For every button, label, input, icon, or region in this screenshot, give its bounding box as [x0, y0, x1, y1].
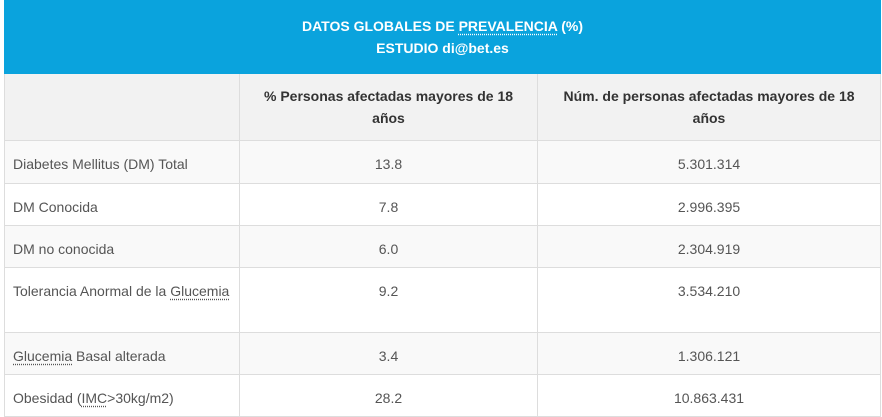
- prevalencia-abbr[interactable]: PREVALENCIA: [458, 18, 558, 34]
- table-row: Glucemia Basal alterada 3.4 1.306.121: [4, 332, 882, 375]
- title-line-1: DATOS GLOBALES DE PREVALENCIA (%): [5, 15, 880, 37]
- row-count: 5.301.314: [536, 140, 882, 184]
- row-percent: 3.4: [239, 332, 538, 375]
- row-label: DM no conocida: [4, 225, 240, 268]
- row-count: 3.534.210: [536, 267, 882, 333]
- table-row: DM Conocida 7.8 2.996.395: [4, 183, 882, 226]
- column-header-row: % Personas afectadas mayores de 18 años …: [4, 73, 882, 141]
- table-row: Tolerancia Anormal de la Glucemia 9.2 3.…: [4, 267, 882, 333]
- row-count: 2.304.919: [536, 225, 882, 268]
- row-percent: 9.2: [239, 267, 538, 333]
- row-label: DM Conocida: [4, 183, 240, 226]
- row-label-text: Basal alterada: [72, 348, 166, 364]
- title-row: DATOS GLOBALES DE PREVALENCIA (%) ESTUDI…: [3, 0, 882, 74]
- table-row: DM no conocida 6.0 2.304.919: [4, 225, 882, 268]
- row-percent: 28.2: [239, 374, 538, 417]
- row-label-text: Obesidad (: [13, 390, 82, 406]
- row-percent: 6.0: [239, 225, 538, 268]
- row-label-text: Tolerancia Anormal de la: [13, 283, 171, 299]
- prevalence-table: DATOS GLOBALES DE PREVALENCIA (%) ESTUDI…: [3, 0, 882, 417]
- title-prefix: DATOS GLOBALES DE: [301, 18, 459, 34]
- row-label: Obesidad (IMC>30kg/m2): [4, 374, 240, 417]
- prevalence-table-container: DATOS GLOBALES DE PREVALENCIA (%) ESTUDI…: [3, 0, 882, 417]
- row-count: 2.996.395: [536, 183, 882, 226]
- row-percent: 13.8: [239, 140, 538, 184]
- title-line-2: ESTUDIO di@bet.es: [376, 40, 509, 56]
- table-row: Obesidad (IMC>30kg/m2) 28.2 10.863.431: [4, 374, 882, 417]
- title-suffix: (%): [557, 18, 584, 34]
- row-label: Diabetes Mellitus (DM) Total: [4, 140, 240, 184]
- row-percent: 7.8: [239, 183, 538, 226]
- row-count: 10.863.431: [536, 374, 882, 417]
- column-header-count: Núm. de personas afectadas mayores de 18…: [536, 73, 882, 141]
- glucemia-abbr[interactable]: Glucemia: [170, 283, 230, 299]
- glucemia-abbr[interactable]: Glucemia: [13, 348, 73, 364]
- row-label: Tolerancia Anormal de la Glucemia: [4, 267, 240, 333]
- column-header-empty: [4, 73, 240, 141]
- table-row: Diabetes Mellitus (DM) Total 13.8 5.301.…: [4, 140, 882, 184]
- column-header-percent: % Personas afectadas mayores de 18 años: [239, 73, 538, 141]
- row-label: Glucemia Basal alterada: [4, 332, 240, 375]
- imc-abbr[interactable]: IMC: [81, 390, 108, 406]
- table-title: DATOS GLOBALES DE PREVALENCIA (%) ESTUDI…: [3, 0, 882, 74]
- row-count: 1.306.121: [536, 332, 882, 375]
- row-label-text-suffix: >30kg/m2): [107, 390, 174, 406]
